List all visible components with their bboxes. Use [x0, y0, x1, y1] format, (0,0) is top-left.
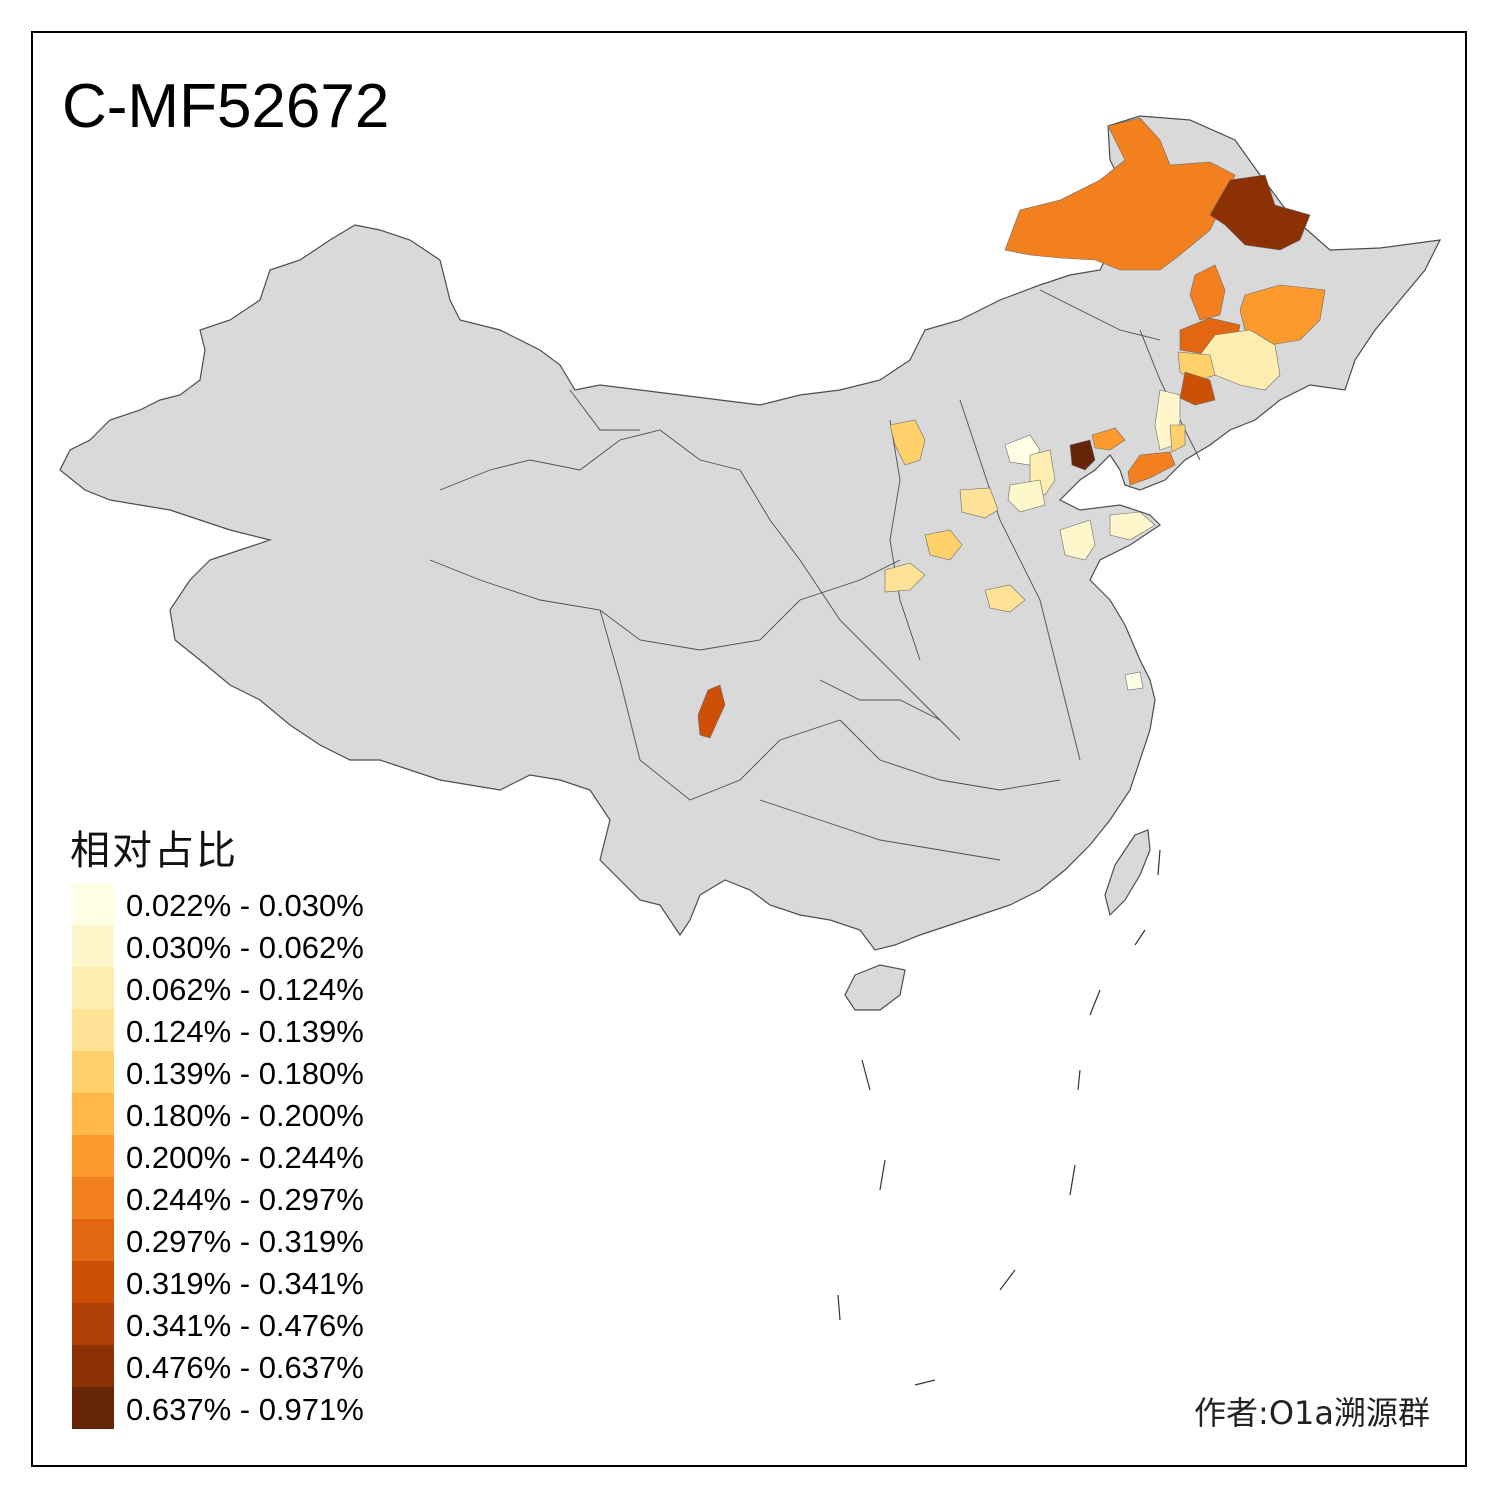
legend-item: 0.244% - 0.297% [72, 1177, 432, 1219]
legend-swatch [72, 1051, 114, 1093]
region-jiangsu-light [1124, 671, 1144, 691]
region-ne-orange1 [1189, 264, 1226, 321]
region-ne-dark2 [1179, 371, 1216, 406]
legend-item: 0.180% - 0.200% [72, 1093, 432, 1135]
legend-label: 0.476% - 0.637% [126, 1350, 364, 1385]
legend-label: 0.030% - 0.062% [126, 930, 364, 965]
legend-label: 0.341% - 0.476% [126, 1308, 364, 1343]
region-shanxi-yellow2 [924, 529, 963, 561]
highlighted-regions [697, 117, 1326, 739]
legend-item: 0.030% - 0.062% [72, 925, 432, 967]
legend-swatch [72, 1387, 114, 1429]
region-ne-orange2 [1239, 284, 1326, 346]
region-nm-yellow [889, 419, 926, 466]
legend-label: 0.139% - 0.180% [126, 1056, 364, 1091]
legend-swatch [72, 1009, 114, 1051]
legend-label: 0.124% - 0.139% [126, 1014, 364, 1049]
legend-swatch [72, 925, 114, 967]
legend-swatch [72, 967, 114, 1009]
country-outline [59, 115, 1442, 1011]
legend-item: 0.200% - 0.244% [72, 1135, 432, 1177]
legend-label: 0.319% - 0.341% [126, 1266, 364, 1301]
legend-title: 相对占比 [70, 828, 238, 874]
region-shaanxi-light [884, 562, 926, 593]
legend-label: 0.244% - 0.297% [126, 1182, 364, 1217]
region-henan-yellow [984, 584, 1026, 613]
south-china-sea-islands [837, 849, 1161, 1386]
legend-item: 0.319% - 0.341% [72, 1261, 432, 1303]
region-liaoning-orange [1091, 427, 1126, 451]
hainan [844, 964, 906, 1011]
legend-swatch [72, 1219, 114, 1261]
legend-item: 0.637% - 0.971% [72, 1387, 432, 1429]
legend-swatch [72, 1093, 114, 1135]
region-shandong-light [1059, 519, 1096, 561]
legend-item: 0.297% - 0.319% [72, 1219, 432, 1261]
legend-swatch [72, 1303, 114, 1345]
map-title: C-MF52672 [62, 72, 390, 141]
legend-item: 0.124% - 0.139% [72, 1009, 432, 1051]
region-hulunbuir [1004, 117, 1236, 271]
mainland [59, 115, 1442, 951]
region-sichuan [697, 684, 726, 739]
legend-swatch [72, 1135, 114, 1177]
taiwan [1104, 829, 1151, 917]
legend-item: 0.341% - 0.476% [72, 1303, 432, 1345]
legend-swatch [72, 883, 114, 925]
legend-item: 0.139% - 0.180% [72, 1051, 432, 1093]
region-liaoning-dark [1069, 439, 1096, 471]
legend: 0.022% - 0.030% 0.030% - 0.062% 0.062% - 0… [72, 883, 432, 1429]
legend-swatch [72, 1261, 114, 1303]
region-shanxi-yellow [959, 487, 999, 519]
region-dalian [1127, 451, 1176, 486]
legend-swatch [72, 1345, 114, 1387]
legend-label: 0.062% - 0.124% [126, 972, 364, 1007]
legend-label: 0.022% - 0.030% [126, 888, 364, 923]
region-liaoning-yellow [1169, 424, 1186, 453]
legend-item: 0.022% - 0.030% [72, 883, 432, 925]
legend-label: 0.180% - 0.200% [126, 1098, 364, 1133]
legend-item: 0.062% - 0.124% [72, 967, 432, 1009]
internal-borders [429, 289, 1201, 861]
legend-swatch [72, 1177, 114, 1219]
legend-label: 0.200% - 0.244% [126, 1140, 364, 1175]
author-credit: 作者:O1a溯源群 [1194, 1394, 1430, 1432]
legend-label: 0.637% - 0.971% [126, 1392, 364, 1427]
legend-label: 0.297% - 0.319% [126, 1224, 364, 1259]
legend-item: 0.476% - 0.637% [72, 1345, 432, 1387]
region-shandong-light2 [1109, 511, 1156, 541]
region-ne-dark [1209, 174, 1311, 251]
region-hebei-light2 [1007, 479, 1046, 513]
